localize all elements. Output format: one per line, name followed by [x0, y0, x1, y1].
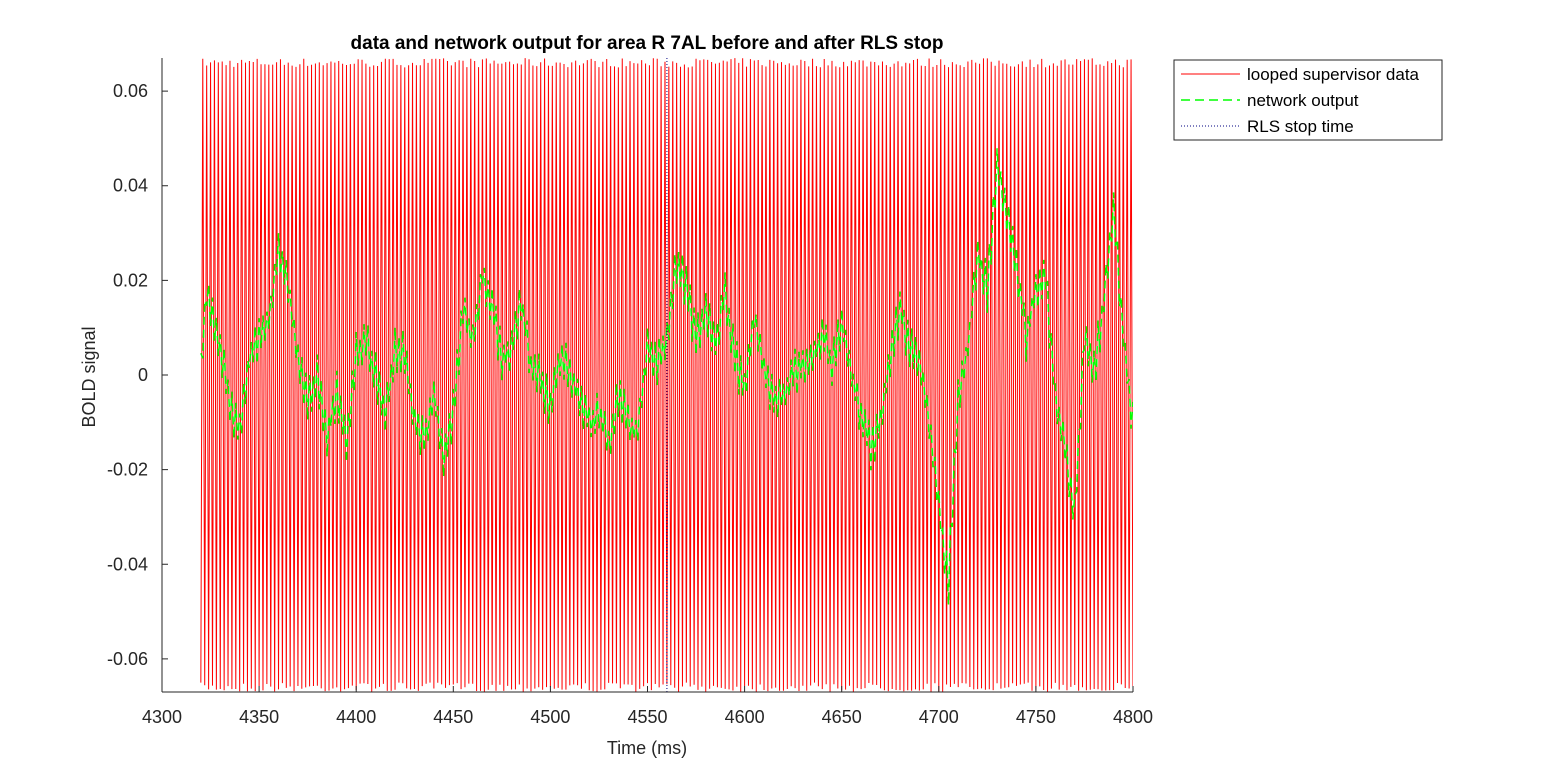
- y-tick-label: 0: [138, 365, 148, 385]
- x-tick-label: 4700: [919, 707, 959, 727]
- y-tick-label: -0.02: [107, 460, 148, 480]
- legend: looped supervisor data network output RL…: [1173, 59, 1443, 141]
- y-tick-label: 0.02: [113, 270, 148, 290]
- x-tick-label: 4550: [627, 707, 667, 727]
- x-axis-label: Time (ms): [607, 738, 687, 758]
- legend-label-rls: RLS stop time: [1247, 117, 1354, 136]
- legend-box: [1173, 59, 1443, 141]
- x-tick-label: 4750: [1016, 707, 1056, 727]
- y-axis-label: BOLD signal: [79, 326, 99, 427]
- x-ticks: 4300 4350 4400 4450 4500 4550 4600 4650 4700 4750…: [142, 686, 1153, 727]
- x-tick-label: 4650: [822, 707, 862, 727]
- legend-label-supervisor: looped supervisor data: [1247, 65, 1420, 84]
- y-tick-label: -0.04: [107, 554, 148, 574]
- x-tick-label: 4350: [239, 707, 279, 727]
- x-tick-label: 4450: [433, 707, 473, 727]
- y-ticks: -0.06 -0.04 -0.02 0 0.02 0.04 0.06: [107, 81, 168, 669]
- legend-label-network: network output: [1247, 91, 1359, 110]
- x-tick-label: 4500: [530, 707, 570, 727]
- chart-title: data and network output for area R 7AL b…: [351, 33, 944, 54]
- y-tick-label: -0.06: [107, 649, 148, 669]
- x-tick-label: 4400: [336, 707, 376, 727]
- y-tick-label: 0.04: [113, 176, 148, 196]
- y-tick-label: 0.06: [113, 81, 148, 101]
- x-tick-label: 4600: [725, 707, 765, 727]
- x-tick-label: 4800: [1113, 707, 1153, 727]
- x-tick-label: 4300: [142, 707, 182, 727]
